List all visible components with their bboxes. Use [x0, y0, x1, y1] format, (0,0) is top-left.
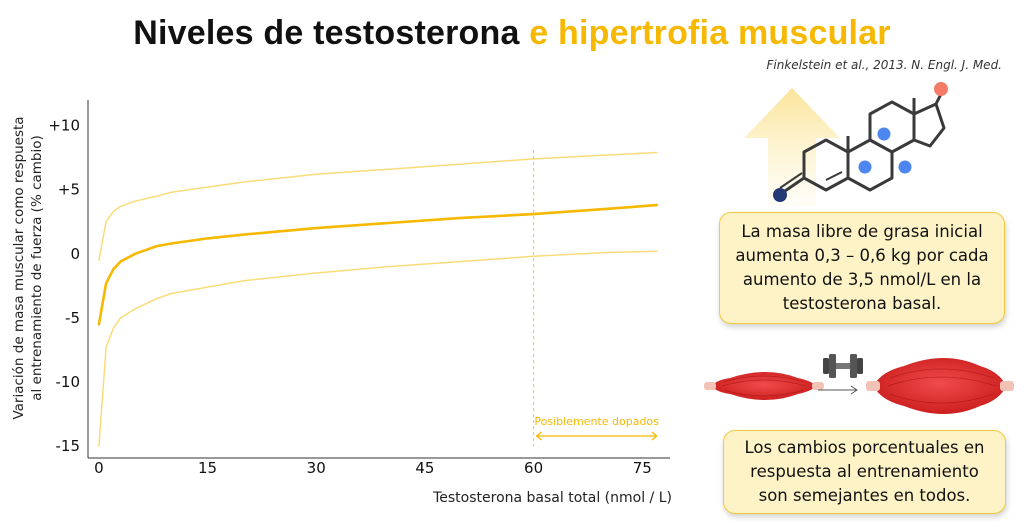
- y-tick-label: -15: [56, 437, 81, 455]
- title-accent: e hipertrofia muscular: [529, 14, 891, 52]
- citation: Finkelstein et al., 2013. N. Engl. J. Me…: [766, 58, 1002, 72]
- y-tick-label: +10: [48, 117, 80, 135]
- percent-changes-note: Los cambios porcentuales en respuesta al…: [723, 430, 1006, 514]
- axis-ticks: +10 +5 0 -5 -10 -15 0 15 30 45 60 75: [48, 117, 651, 477]
- fat-free-mass-text: La masa libre de grasa inicial aumenta 0…: [735, 222, 989, 313]
- up-arrow-icon: [744, 88, 840, 206]
- doped-range-arrow-right-head: [651, 431, 658, 441]
- percent-changes-text: Los cambios porcentuales en respuesta al…: [744, 438, 985, 505]
- series-line-lower: [98, 250, 658, 447]
- x-tick-label: 30: [307, 459, 326, 477]
- x-tick-label: 75: [633, 459, 652, 477]
- y-axis-label-line1: Variación de masa muscular como respuest…: [11, 116, 27, 419]
- arrow-right-icon: [818, 385, 858, 395]
- series-group: [97, 151, 659, 447]
- x-tick-label: 45: [415, 459, 434, 477]
- y-axis-label: Variación de masa muscular como respuest…: [11, 116, 45, 419]
- dumbbell-icon: [823, 354, 863, 378]
- y-tick-label: 0: [70, 245, 80, 263]
- series-line-upper: [98, 151, 658, 261]
- fat-free-mass-note: La masa libre de grasa inicial aumenta 0…: [719, 212, 1005, 324]
- series-line-mean: [97, 203, 659, 326]
- muscle-large-icon: [866, 358, 1014, 414]
- annotations: Posiblemente dopados: [533, 150, 659, 446]
- testosterone-molecule-icon: [779, 91, 946, 195]
- y-tick-label: +5: [58, 181, 80, 199]
- x-tick-label: 60: [524, 459, 543, 477]
- title-main: Niveles de testosterona: [133, 14, 520, 52]
- y-tick-label: -10: [56, 373, 81, 391]
- x-axis-label: Testosterona basal total (nmol / L): [432, 490, 672, 506]
- x-tick-label: 15: [198, 459, 217, 477]
- molecule-atoms: [773, 82, 948, 202]
- page-title: Niveles de testosterona e hipertrofia mu…: [0, 14, 1024, 53]
- doped-label: Posiblemente dopados: [534, 415, 659, 428]
- x-tick-label: 0: [94, 459, 104, 477]
- y-axis-label-line2: al entrenamiento de fuerza (% cambio): [29, 135, 45, 401]
- y-tick-label: -5: [65, 309, 80, 327]
- doped-range-arrow-left-head: [535, 431, 542, 441]
- muscle-small-icon: [704, 372, 824, 400]
